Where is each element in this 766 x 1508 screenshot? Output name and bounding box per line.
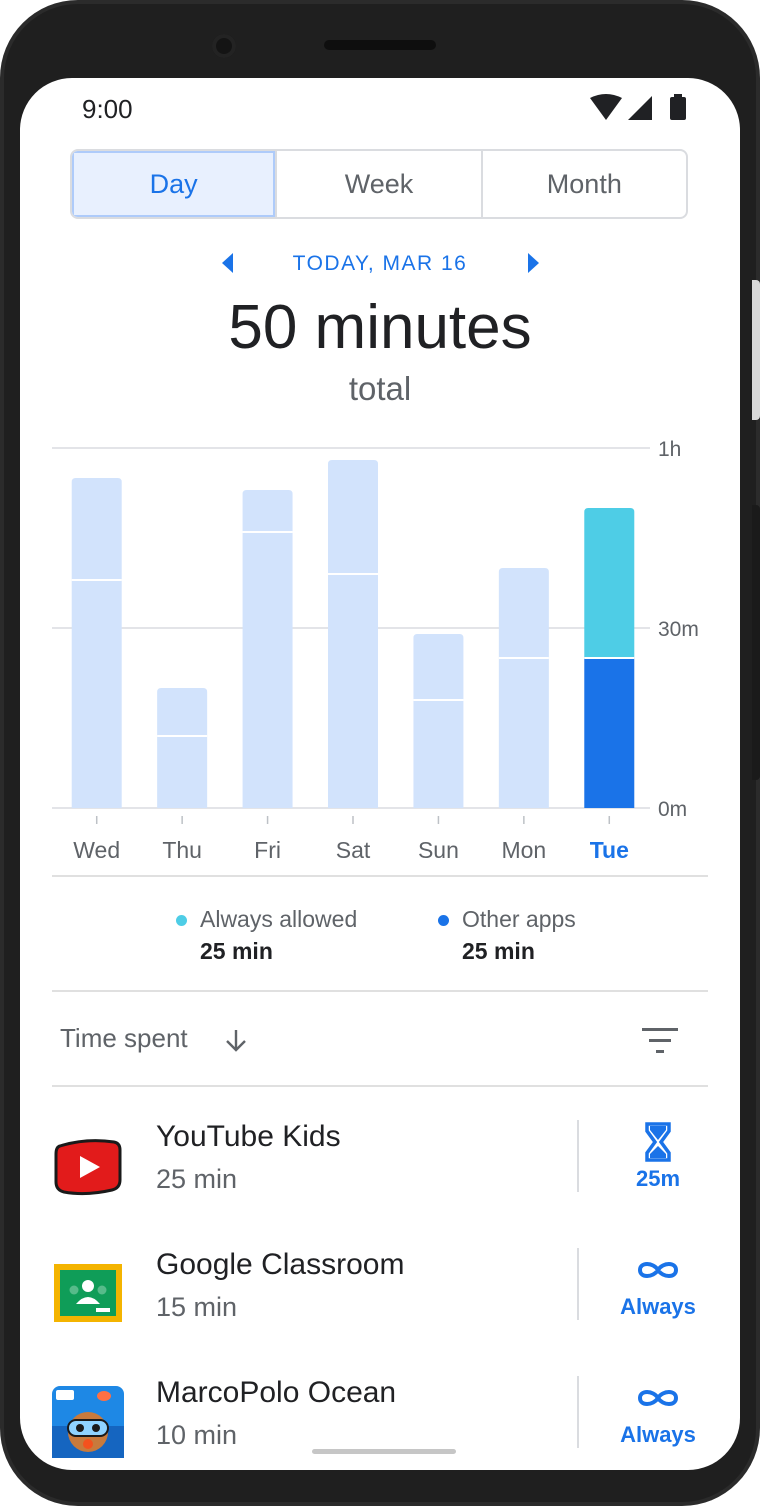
tab-month[interactable]: Month: [546, 168, 622, 199]
volume-button: [752, 505, 760, 780]
total-label: total: [348, 370, 412, 407]
x-tick-label: Sat: [336, 837, 371, 863]
tab-day[interactable]: Day: [72, 151, 278, 217]
y-tick-label: 0m: [658, 798, 687, 821]
list-item[interactable]: YouTube Kids 25 min 25m: [20, 1120, 740, 1230]
status-icons: [590, 94, 686, 120]
app-time: 15 min: [156, 1292, 238, 1322]
x-tick-label: Mon: [501, 837, 546, 863]
legend-label: Other apps: [462, 906, 576, 932]
x-tick-label: Tue: [590, 837, 629, 863]
wifi-icon: [590, 94, 622, 120]
x-tick-label: Wed: [73, 837, 120, 863]
google-classroom-icon: [54, 1264, 122, 1322]
list-item[interactable]: Google Classroom 15 min Always: [20, 1248, 740, 1358]
row-separator: [577, 1248, 579, 1320]
previous-day-icon[interactable]: [222, 253, 233, 273]
app-name: YouTube Kids: [156, 1120, 341, 1153]
limit-label: Always: [620, 1294, 696, 1319]
legend-value: 25 min: [200, 938, 273, 964]
bar-segment-other-apps: [242, 532, 293, 808]
limit-button[interactable]: 25m: [598, 1120, 718, 1200]
legend-dot-other-apps: [438, 915, 449, 926]
usage-bar-chart: 1h 30m 0m Wed Thu Fri Sat Sun Mon Tue: [52, 438, 699, 863]
screen: 9:00 Day Week Month TODAY, MAR 16 50 min…: [20, 78, 740, 1470]
limit-label: Always: [620, 1422, 696, 1447]
bar-segment-always-allowed: [328, 460, 378, 574]
front-camera: [212, 34, 236, 58]
date-label: TODAY, MAR 16: [292, 252, 468, 275]
bar-segment-other-apps: [584, 658, 635, 808]
bar-segment-other-apps: [498, 658, 549, 808]
next-day-icon[interactable]: [528, 253, 539, 273]
x-tick-label: Sun: [418, 837, 459, 863]
limit-label: 25m: [635, 1166, 681, 1191]
legend-label: Always allowed: [200, 906, 358, 932]
hourglass-icon: [645, 1122, 671, 1162]
legend-divider: [52, 990, 708, 992]
status-time: 9:00: [82, 94, 133, 124]
bar-segment-always-allowed: [242, 490, 293, 532]
legend-value: 25 min: [462, 938, 535, 964]
row-separator: [577, 1376, 579, 1448]
legend-dot-always-allowed: [176, 915, 187, 926]
bar-segment-other-apps: [328, 574, 378, 808]
range-selector: Day Week Month: [70, 149, 688, 219]
app-time: 10 min: [156, 1420, 238, 1450]
x-tick-label: Fri: [254, 837, 281, 863]
bar-segment-other-apps: [71, 580, 122, 808]
sort-label[interactable]: Time spent: [60, 1023, 188, 1053]
row-separator: [577, 1120, 579, 1192]
bar-segment-other-apps: [157, 736, 208, 808]
battery-icon: [670, 97, 686, 120]
bar-segment-always-allowed: [498, 568, 549, 658]
limit-button[interactable]: Always: [598, 1248, 718, 1328]
arrow-down-icon[interactable]: [224, 1028, 248, 1054]
bar-segment-always-allowed: [413, 634, 464, 700]
bar-segment-always-allowed: [71, 478, 122, 580]
youtube-kids-icon: [54, 1139, 122, 1196]
filter-icon[interactable]: [640, 1026, 680, 1056]
list-divider: [52, 1085, 708, 1087]
bar-segment-always-allowed: [584, 508, 635, 658]
app-name: Google Classroom: [156, 1248, 405, 1281]
chart-divider: [52, 875, 708, 877]
marcopolo-ocean-icon: [52, 1386, 124, 1458]
infinity-icon: [637, 1262, 679, 1278]
power-button: [752, 280, 760, 420]
earpiece-speaker: [324, 40, 436, 50]
cellular-signal-icon: [628, 96, 652, 120]
y-tick-label: 30m: [658, 618, 699, 641]
bar-segment-always-allowed: [157, 688, 208, 736]
home-indicator[interactable]: [312, 1449, 456, 1454]
bar-segment-other-apps: [413, 700, 464, 808]
total-time: 50 minutes: [228, 293, 532, 362]
tab-week[interactable]: Week: [277, 151, 483, 217]
limit-button[interactable]: Always: [598, 1376, 718, 1456]
app-time: 25 min: [156, 1164, 238, 1194]
list-item[interactable]: MarcoPolo Ocean 10 min Always: [20, 1376, 740, 1470]
date-navigation: TODAY, MAR 16: [20, 248, 740, 282]
app-name: MarcoPolo Ocean: [156, 1376, 397, 1409]
y-tick-label: 1h: [658, 438, 681, 461]
infinity-icon: [637, 1390, 679, 1406]
x-tick-label: Thu: [162, 837, 202, 863]
